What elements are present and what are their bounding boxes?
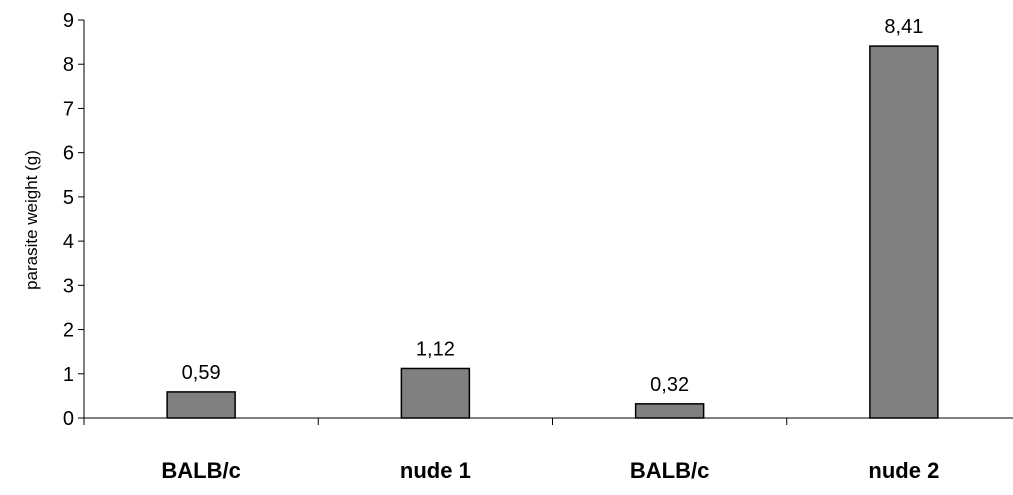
y-axis: 0 1 2 3 4 5 6 7 8 9 [63,10,85,430]
y-tick-label: 1 [63,364,74,386]
category-label: nude 1 [400,458,471,483]
y-tick-label: 3 [63,275,74,297]
y-tick-label: 6 [63,143,74,165]
category-label: BALB/c [161,458,240,483]
y-tick-label: 7 [63,98,74,120]
y-tick-label: 5 [63,187,74,209]
category-label: nude 2 [868,458,939,483]
bar [634,403,705,419]
data-label: 0,32 [650,374,689,396]
data-label: 0,59 [182,362,221,384]
category-label: BALB/c [630,458,709,483]
data-labels: 0,59 1,12 0,32 8,41 [182,16,924,396]
y-tick-label: 4 [63,231,74,253]
x-axis [83,417,1013,425]
y-tick-label: 9 [63,10,74,32]
data-label: 1,12 [416,338,455,360]
data-label: 8,41 [884,16,923,38]
bar [166,391,236,419]
y-tick-label: 0 [63,408,74,430]
y-tick-label: 8 [63,54,74,76]
bar [400,367,471,419]
y-tick-label: 2 [63,320,74,342]
category-labels: BALB/c nude 1 BALB/c nude 2 [161,458,939,483]
y-axis-title: parasite weight (g) [22,150,41,290]
bars [166,45,939,419]
bar [869,45,939,419]
